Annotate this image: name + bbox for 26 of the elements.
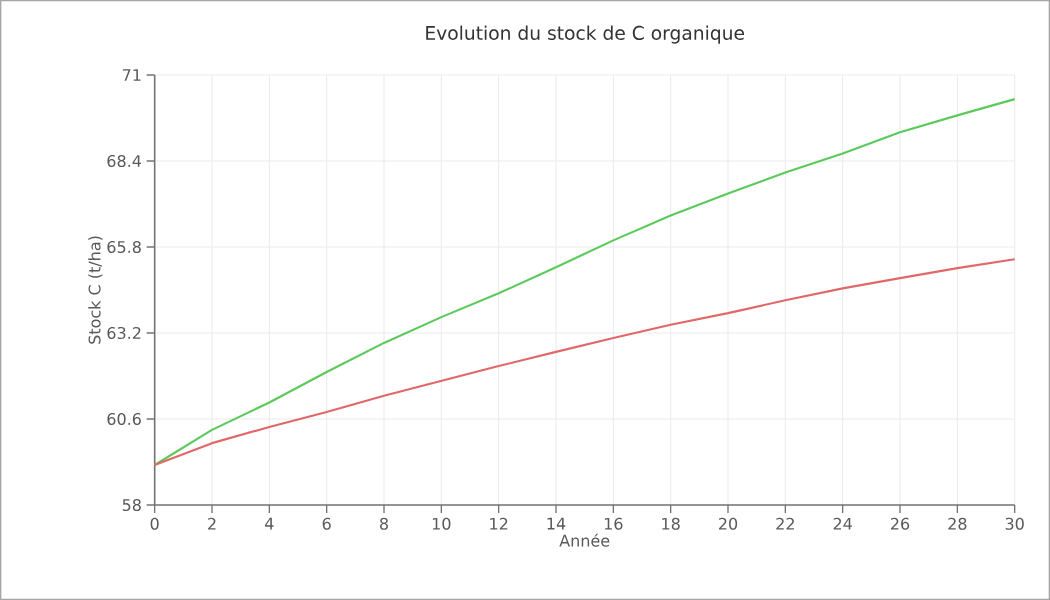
x-tick-label: 26 bbox=[891, 517, 910, 530]
x-tick-label: 10 bbox=[432, 517, 451, 530]
x-tick-label: 8 bbox=[380, 517, 388, 530]
x-tick-label: 6 bbox=[322, 517, 331, 530]
x-tick-label: 30 bbox=[1005, 517, 1024, 530]
x-tick-label: 2 bbox=[208, 517, 216, 530]
y-tick-label: 60.6 bbox=[107, 412, 141, 426]
x-tick-label: 22 bbox=[776, 517, 794, 530]
x-tick-label: 16 bbox=[604, 517, 623, 530]
x-tick-label: 0 bbox=[150, 517, 159, 530]
chart-title: Evolution du stock de C organique bbox=[426, 25, 745, 44]
x-tick-label: 12 bbox=[490, 517, 508, 530]
x-tick-label: 4 bbox=[265, 517, 274, 530]
y-tick-label: 58 bbox=[122, 498, 141, 512]
y-tick-label: 68.4 bbox=[107, 154, 142, 168]
x-tick-label: 24 bbox=[833, 517, 852, 530]
y-tick-label: 63.2 bbox=[107, 326, 141, 340]
x-tick-label: 18 bbox=[662, 517, 680, 530]
x-tick-label: 28 bbox=[948, 517, 967, 530]
y-tick-label: 65.8 bbox=[107, 240, 141, 254]
y-axis-title: Stock C (t/ha) bbox=[88, 236, 103, 344]
line-series bbox=[153, 98, 1016, 467]
x-tick-label: 20 bbox=[718, 517, 738, 530]
y-tick-label: 71 bbox=[122, 69, 141, 81]
x-axis-title: Année bbox=[559, 533, 610, 547]
x-tick-label: 14 bbox=[547, 517, 566, 530]
